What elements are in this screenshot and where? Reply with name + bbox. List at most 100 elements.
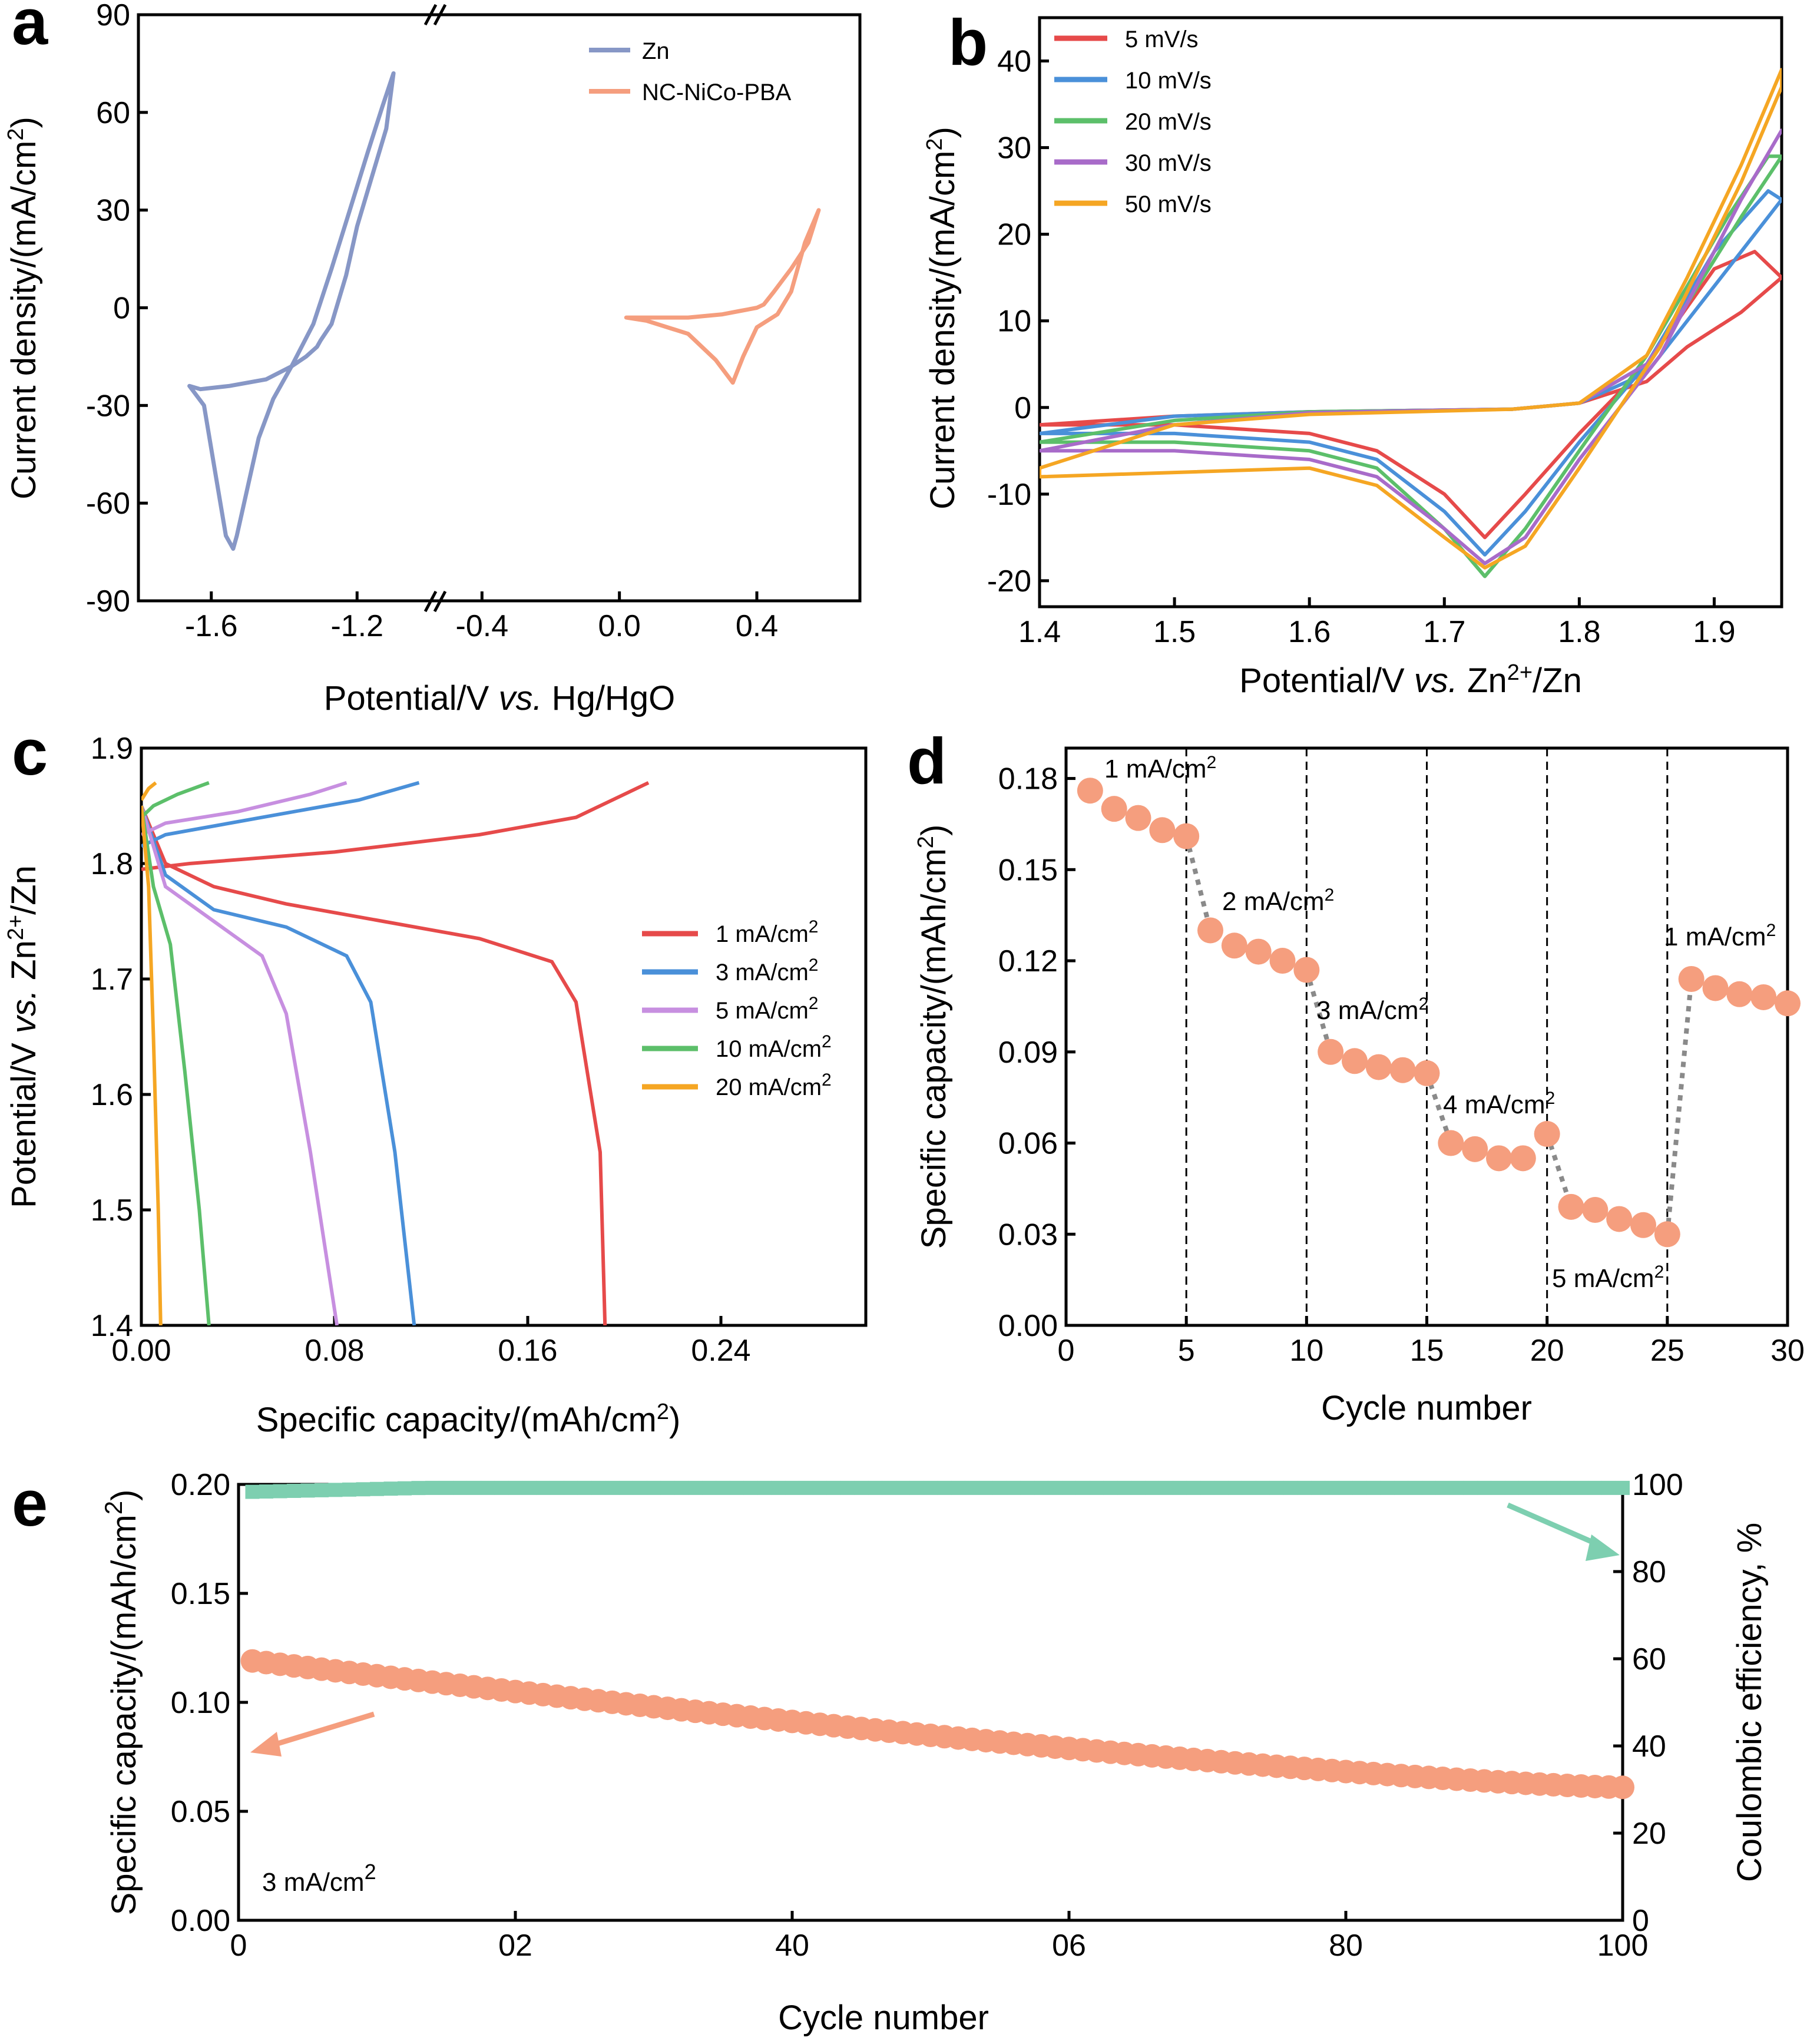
panel-e-ce-point (411, 1481, 426, 1496)
panel-a-ytick-label: -60 (86, 487, 130, 521)
panel-b-xtick-label: 1.4 (1018, 615, 1061, 649)
panel-d-dividers (1185, 748, 1669, 1325)
panel-a-legend: Zn NC-NiCo-PBA (589, 38, 792, 105)
panel-e-ce-point (1020, 1480, 1035, 1495)
panel-d-point (1534, 1121, 1560, 1147)
panel-c-ytick-label: 1.8 (91, 847, 133, 881)
panel-a-xtick-label: 0.0 (598, 609, 641, 643)
panel-d-point (1414, 1060, 1440, 1086)
panel-e-ce-point (854, 1480, 869, 1495)
panel-e-ce-point (1435, 1480, 1450, 1495)
panel-e-ce-point (1394, 1480, 1408, 1495)
panel-a-curve-1 (624, 208, 821, 385)
panel-b-legend-label: 10 mV/s (1125, 68, 1212, 94)
panel-e-xtick-label: 80 (1329, 1929, 1363, 1963)
panel-d-xtick-label: 30 (1770, 1334, 1805, 1368)
panel-e-ce-point (937, 1480, 952, 1495)
panel-e-ce-point (1546, 1480, 1561, 1495)
panel-e-ce-point (1090, 1480, 1104, 1495)
panel-c-xlabel: Specific capacity/(mAh/cm2) (256, 1400, 681, 1439)
panel-e-ce-point (300, 1483, 315, 1498)
panel-e-ce-point (287, 1483, 301, 1498)
panel-e-ce-point (1408, 1480, 1422, 1495)
panel-e-ce-point (909, 1480, 924, 1495)
panel-e-ce-point (1325, 1480, 1339, 1495)
panel-d-point (1775, 990, 1801, 1017)
panel-d-ytick-label: 0.15 (998, 853, 1058, 887)
panel-e-ce-point (1449, 1480, 1464, 1495)
panel-d-ytick-label: 0.00 (998, 1309, 1058, 1343)
panel-d-point (1702, 975, 1729, 1001)
panel-d-point (1269, 948, 1296, 974)
panel-e-ce-point (1214, 1480, 1229, 1495)
panel-a-ytick-label: -90 (86, 584, 130, 619)
panel-d-annotation: 4 mA/cm2 (1443, 1089, 1555, 1120)
panel-e-ce-point (273, 1484, 287, 1499)
panel-c-ytick-label: 1.4 (91, 1309, 133, 1343)
panel-e-ce-point (702, 1480, 716, 1495)
panel-c-xtick-label: 0.00 (111, 1334, 171, 1368)
panel-e-ce-point (1560, 1480, 1574, 1495)
panel-letter-d: d (907, 725, 946, 798)
panel-b-curve-0 (1040, 250, 1782, 540)
panel-e-ce-point (398, 1481, 412, 1496)
panel-d-point (1149, 817, 1176, 844)
panel-e-ce-point (1491, 1480, 1505, 1495)
panel-e-y2tick-label: 40 (1632, 1729, 1666, 1764)
panel-d-xtick-label: 10 (1289, 1334, 1323, 1368)
panel-d-point (1654, 1221, 1680, 1248)
panel-e-ce-point (591, 1480, 605, 1495)
panel-a-xtick-label: -1.6 (185, 609, 238, 643)
panel-e-ce-point (245, 1484, 260, 1499)
panel-e-ytick-label: 0.20 (171, 1468, 230, 1502)
panel-b-legend-label: 30 mV/s (1125, 150, 1212, 176)
panel-e-ce-point (924, 1480, 938, 1495)
legend-ncnicopba: NC-NiCo-PBA (642, 80, 792, 105)
panel-b-frame (1038, 16, 1783, 608)
panel-e-ce-point (743, 1480, 758, 1495)
panel-e-xlabel: Cycle number (778, 1999, 989, 2037)
panel-e-ce-point (785, 1480, 799, 1495)
panel-b-xtick-label: 1.7 (1423, 615, 1465, 649)
panel-e-ce-point (1173, 1480, 1187, 1495)
panel-d-point (1101, 796, 1127, 822)
panel-e-ce-point (660, 1480, 675, 1495)
panel-c-discharge-curve (141, 805, 607, 1325)
panel-b-xtick-label: 1.8 (1558, 615, 1600, 649)
panel-e-ce-point (1048, 1480, 1063, 1495)
panel-e-ce-point (577, 1480, 592, 1495)
panel-c-xtick-label: 0.16 (498, 1334, 557, 1368)
panel-b-xtick-label: 1.6 (1288, 615, 1331, 649)
panel-c-ytick-label: 1.5 (91, 1193, 133, 1228)
panel-e-ce-point (1533, 1480, 1547, 1495)
panel-d-annotation: 3 mA/cm2 (1316, 994, 1428, 1026)
panel-e-ce-point (1574, 1480, 1588, 1495)
panel-d-ytick-label: 0.09 (998, 1036, 1058, 1070)
panel-d-point (1750, 984, 1777, 1010)
panel-e-ce-point (1256, 1480, 1270, 1495)
panel-e-ce-point (1588, 1480, 1602, 1495)
panel-e-y2tick-label: 60 (1632, 1642, 1666, 1676)
panel-e-ce-point (633, 1480, 647, 1495)
panel-b-legend: 5 mV/s 10 mV/s 20 mV/s 30 mV/s 50 mV/s (1054, 27, 1212, 217)
panel-e-ce-point (1297, 1480, 1312, 1495)
panel-d-ytick-label: 0.18 (998, 762, 1058, 796)
panel-e-ce-point (965, 1480, 979, 1495)
panel-d-point (1221, 932, 1247, 959)
panel-e-ce-point (494, 1480, 509, 1495)
panel-e-capacity-point (1611, 1775, 1634, 1800)
panel-d: d 0.18 0.15 0.12 0.09 0.06 0.03 0.000 5 10 15 20 25… (907, 725, 1805, 1427)
panel-c-charge-curve (141, 780, 210, 819)
panel-b-xtick-label: 1.5 (1153, 615, 1196, 649)
panel-e-ce-point (259, 1484, 273, 1499)
panel-a-ytick-label: -30 (86, 389, 130, 423)
panel-c-charge-curve (141, 780, 420, 848)
panel-e-ce-point (826, 1480, 841, 1495)
panel-d-xlabel: Cycle number (1321, 1389, 1532, 1427)
panel-e-ce-point (383, 1481, 398, 1496)
panel-e-ce-point (1352, 1480, 1367, 1495)
panel-e-ce-point (1103, 1480, 1118, 1495)
panel-letter-a: a (12, 0, 48, 58)
panel-e-ce-point (688, 1480, 703, 1495)
